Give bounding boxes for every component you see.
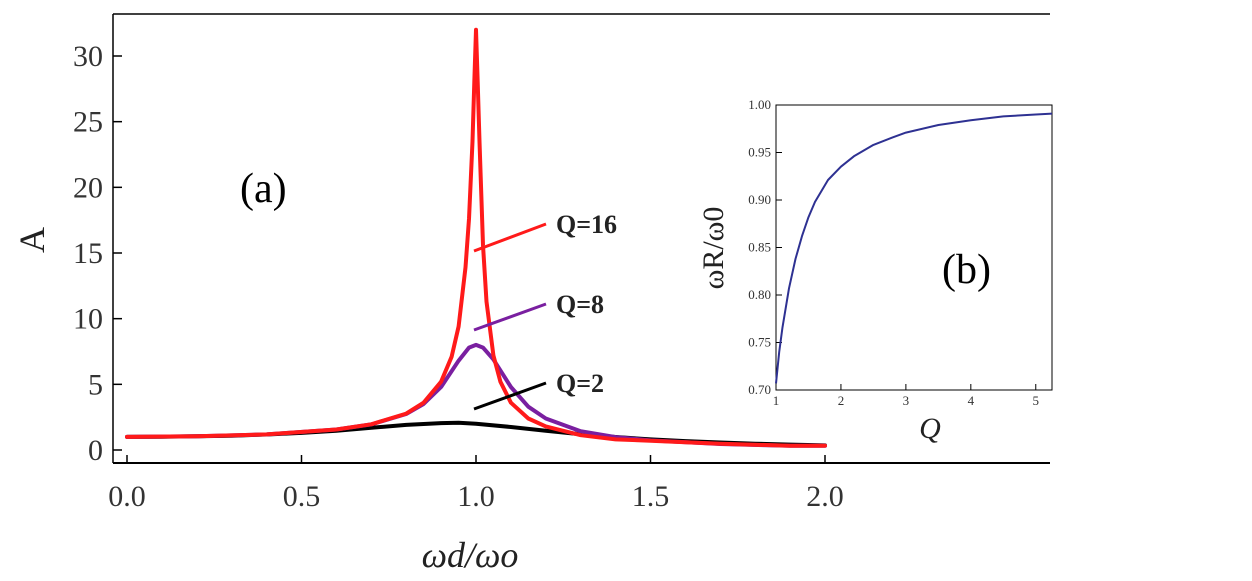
- panel-a-ytick-label-30: 30: [73, 40, 103, 73]
- panel-b-ytick-label-0-70: 0.70: [748, 382, 771, 397]
- panel-b-inset-chart: 0.70 0.75 0.80 0.85 0.90 0.95 1.00 1 2 3 4 5 (b) ω…: [697, 97, 1053, 445]
- panel-a-xtick-label-0-5: 0.5: [283, 480, 321, 513]
- panel-b-xtick-label-1: 1: [773, 393, 780, 408]
- pointer-q16: [473, 222, 547, 253]
- series-line-q-8: [125, 342, 827, 448]
- panel-b-xtick-label-3: 3: [903, 393, 910, 408]
- label-q16: Q=16: [556, 210, 617, 239]
- pointer-q2: [473, 381, 547, 411]
- panel-b-xtick-label-5: 5: [1033, 393, 1040, 408]
- panel-a-series: [125, 27, 827, 448]
- panel-b-y-ticks: 0.70 0.75 0.80 0.85 0.90 0.95 1.00: [748, 97, 782, 397]
- panel-a-ytick-label-20: 20: [73, 171, 103, 204]
- panel-b-ytick-label-0-90: 0.90: [748, 192, 771, 207]
- panel-a-ylabel: A: [12, 227, 52, 253]
- panel-b-series: [775, 112, 1053, 384]
- panel-a-xtick-label-2-0: 2.0: [806, 480, 844, 513]
- panel-a-ytick-label-15: 15: [73, 237, 103, 270]
- panel-b-xlabel: Q: [919, 412, 941, 445]
- pointer-q8: [473, 302, 547, 332]
- panel-a-xtick-label-0-0: 0.0: [108, 480, 146, 513]
- panel-a-xlabel: ωd/ωo: [422, 535, 519, 575]
- panel-a-xtick-label-1-5: 1.5: [632, 480, 670, 513]
- panel-a-ytick-label-0: 0: [88, 434, 103, 467]
- panel-a-ytick-label-5: 5: [88, 368, 103, 401]
- panel-b-plot-frame: [775, 104, 1053, 391]
- panel-b-xtick-label-2: 2: [838, 393, 845, 408]
- label-q2: Q=2: [556, 369, 604, 398]
- panel-a-ytick-label-25: 25: [73, 106, 103, 139]
- panel-b-ytick-label-0-85: 0.85: [748, 240, 771, 255]
- panel-b-tag: (b): [942, 247, 991, 293]
- label-q8: Q=8: [556, 290, 604, 319]
- panel-a-ytick-label-10: 10: [73, 303, 103, 336]
- panel-b-ytick-label-0-95: 0.95: [748, 145, 771, 160]
- panel-b-xtick-label-4: 4: [968, 393, 975, 408]
- panel-a-tag: (a): [240, 166, 287, 212]
- panel-a-y-ticks: 0 5 10 15 20 25 30: [73, 40, 122, 467]
- panel-b-ytick-label-0-80: 0.80: [748, 287, 771, 302]
- panel-a-x-ticks: 0.0 0.5 1.0 1.5 2.0: [108, 455, 844, 513]
- panel-b-x-ticks: 1 2 3 4 5: [773, 384, 1039, 408]
- inset-series-line-0: [775, 112, 1053, 384]
- series-line-q-16: [125, 27, 827, 448]
- panel-a-xtick-label-1-0: 1.0: [457, 480, 495, 513]
- panel-b-ytick-label-1-00: 1.00: [748, 97, 771, 112]
- panel-b-ytick-label-0-75: 0.75: [748, 335, 771, 350]
- panel-b-ylabel: ωR/ω0: [697, 207, 730, 290]
